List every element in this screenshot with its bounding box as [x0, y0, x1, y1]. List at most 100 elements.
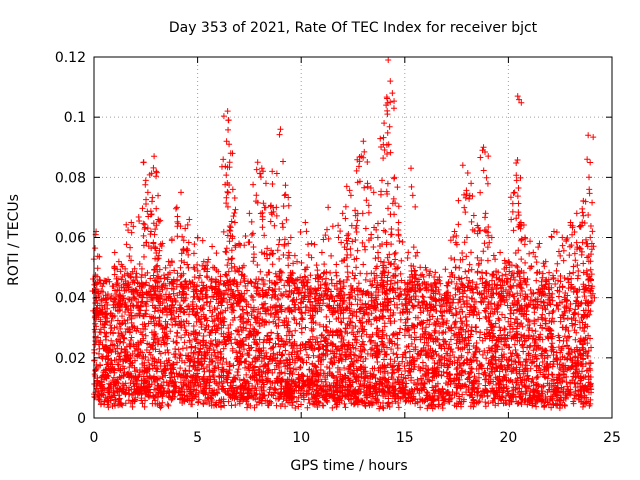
y-tick-label: 0.04 — [55, 291, 86, 307]
data-point — [511, 189, 518, 196]
data-point — [254, 159, 261, 166]
data-point — [103, 330, 110, 337]
data-point — [225, 117, 232, 124]
data-point — [159, 240, 166, 247]
data-point — [389, 90, 396, 97]
data-point — [294, 258, 301, 265]
data-point — [364, 180, 371, 187]
data-point — [559, 234, 566, 241]
data-point — [459, 162, 466, 169]
data-points — [89, 57, 598, 412]
data-point — [173, 204, 180, 211]
data-point — [536, 240, 543, 247]
x-tick-label: 20 — [499, 430, 517, 446]
data-point — [186, 216, 193, 223]
data-point — [335, 234, 342, 241]
data-point — [584, 156, 591, 163]
x-tick-label: 0 — [90, 430, 99, 446]
data-point — [134, 279, 141, 286]
data-point — [153, 168, 160, 175]
data-point — [140, 159, 147, 166]
data-point — [227, 150, 234, 157]
data-point — [395, 219, 402, 226]
data-point — [360, 138, 367, 145]
data-point — [408, 165, 415, 172]
data-point — [246, 210, 253, 217]
data-point — [374, 234, 381, 241]
data-point — [318, 249, 325, 256]
data-point — [209, 243, 216, 250]
data-point — [155, 216, 162, 223]
x-tick-label: 15 — [396, 430, 414, 446]
data-point — [432, 279, 439, 286]
data-point — [542, 258, 549, 265]
y-tick-label: 0.06 — [55, 231, 86, 247]
data-point — [277, 126, 284, 133]
data-point — [422, 264, 429, 271]
y-tick-label: 0.12 — [55, 50, 86, 66]
data-point — [577, 222, 584, 229]
data-point — [530, 249, 537, 256]
data-point — [142, 177, 149, 184]
data-point — [479, 147, 486, 154]
data-point — [325, 204, 332, 211]
y-tick-label: 0.08 — [55, 170, 86, 186]
y-tick-label: 0 — [77, 411, 86, 427]
data-point — [387, 78, 394, 85]
data-point — [339, 210, 346, 217]
data-point — [443, 294, 450, 301]
data-point — [391, 174, 398, 181]
data-point — [111, 249, 118, 256]
data-point — [379, 177, 386, 184]
data-point — [383, 102, 390, 109]
data-point — [474, 222, 481, 229]
x-tick-label: 10 — [292, 430, 310, 446]
data-point — [347, 192, 354, 199]
y-axis-label: ROTI / TECUs — [6, 194, 22, 286]
data-point — [269, 168, 276, 175]
data-point — [115, 258, 122, 265]
data-point — [224, 108, 231, 115]
data-point — [482, 210, 489, 217]
data-point — [281, 192, 288, 199]
data-point — [585, 132, 592, 139]
data-point — [165, 258, 172, 265]
data-point — [370, 189, 377, 196]
data-point — [273, 204, 280, 211]
data-point — [128, 219, 135, 226]
data-point — [401, 279, 408, 286]
data-point — [567, 219, 574, 226]
data-point — [586, 186, 593, 193]
data-point — [182, 225, 189, 232]
data-point — [414, 249, 421, 256]
data-point — [308, 240, 315, 247]
data-point — [258, 165, 265, 172]
data-point — [94, 273, 101, 280]
data-point — [550, 228, 557, 235]
x-axis-label: GPS time / hours — [290, 458, 407, 474]
data-point — [352, 207, 359, 214]
y-tick-label: 0.1 — [64, 110, 86, 126]
axis-ticks: 0 5 10 15 20 25 0 0.02 0.04 0.06 0.08 0.1 0.12 — [55, 50, 621, 446]
data-point — [200, 258, 207, 265]
data-point — [262, 180, 269, 187]
data-point — [194, 234, 201, 241]
data-point — [343, 183, 350, 190]
y-tick-label: 0.02 — [55, 351, 86, 367]
data-point — [178, 189, 185, 196]
data-point — [451, 228, 458, 235]
data-point — [223, 138, 230, 145]
data-point — [521, 234, 528, 241]
data-point — [573, 210, 580, 217]
data-point — [381, 120, 388, 127]
data-point — [149, 198, 156, 205]
data-point — [287, 234, 294, 241]
data-point — [229, 186, 236, 193]
data-point — [385, 57, 392, 64]
x-tick-label: 25 — [603, 430, 621, 446]
data-point — [517, 219, 524, 226]
data-point — [124, 270, 131, 277]
data-point — [463, 234, 470, 241]
data-point — [215, 279, 222, 286]
